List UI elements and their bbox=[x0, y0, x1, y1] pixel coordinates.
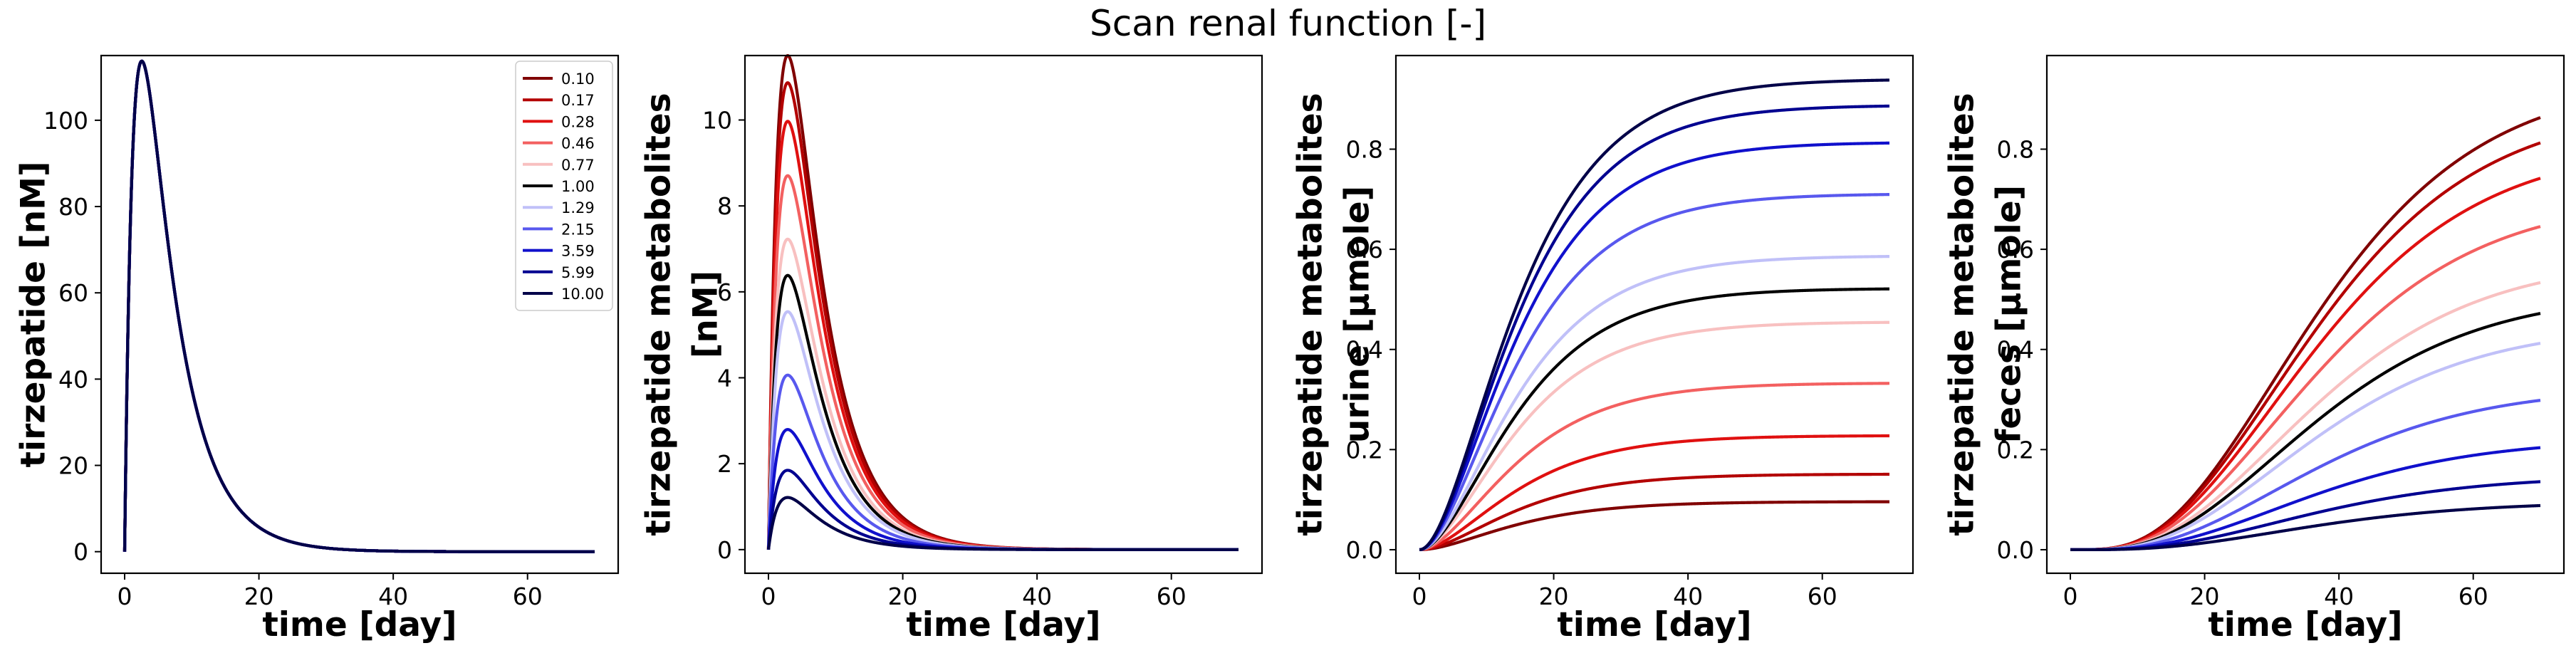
x-tick-label: 60 bbox=[1808, 583, 1837, 610]
y-axis-label: tirzepatide metabolites bbox=[1943, 93, 1982, 536]
series-line-10.00 bbox=[2069, 503, 2542, 552]
y-tick-label: 0.8 bbox=[1997, 135, 2034, 163]
legend-entry-label: 10.00 bbox=[561, 286, 604, 303]
y-tick-label: 0 bbox=[73, 538, 88, 566]
panel-3: 0 20 40 60 0.0 0.2 0.4 0.6 0.8 time [day] tirzepat… bbox=[1291, 54, 1914, 644]
x-tick-label: 40 bbox=[1673, 583, 1703, 610]
y-tick-label: 0.0 bbox=[1997, 536, 2034, 564]
y-tick-label: 0 bbox=[717, 536, 732, 564]
series-line-10.00 bbox=[1418, 78, 1891, 552]
series-line-2.15 bbox=[1418, 193, 1891, 552]
panel-1: 0 20 40 60 0 20 40 60 80 100 time [day] tirzepatide… bbox=[14, 54, 620, 644]
axes-frame bbox=[1394, 54, 1914, 575]
x-tick-label: 20 bbox=[1539, 583, 1569, 610]
legend: 0.10 0.17 0.28 0.46 0.77 1.00 1.29 2.15 3.59 5.99… bbox=[515, 61, 613, 311]
series-line-0.46 bbox=[1418, 382, 1891, 552]
series-line-1.00 bbox=[1418, 287, 1891, 552]
x-tick-label: 20 bbox=[244, 583, 274, 610]
x-tick-label: 60 bbox=[2458, 583, 2488, 610]
series-line-3.59 bbox=[1418, 141, 1891, 552]
y-tick-label: 2 bbox=[717, 450, 732, 478]
y-tick-label: 0.6 bbox=[1997, 236, 2034, 263]
x-axis-label: time [day] bbox=[262, 605, 457, 644]
y-axis-label: urine [µmole] bbox=[1338, 186, 1377, 443]
y-tick-label: 8 bbox=[717, 192, 732, 220]
x-axis-label: time [day] bbox=[2208, 605, 2402, 644]
legend-entry-label: 0.77 bbox=[561, 157, 595, 174]
series-line-0.77 bbox=[1418, 320, 1891, 552]
legend-entry-label: 1.29 bbox=[561, 199, 595, 216]
legend-entry-label: 0.28 bbox=[561, 113, 595, 130]
series-line-0.17 bbox=[2069, 141, 2542, 552]
x-tick-label: 0 bbox=[1412, 583, 1427, 610]
legend-entry-label: 0.10 bbox=[561, 70, 595, 88]
x-tick-label: 40 bbox=[378, 583, 408, 610]
series-line-0.10 bbox=[766, 53, 1240, 551]
y-axis-label: [nM] bbox=[687, 271, 726, 358]
series-line-0.28 bbox=[1418, 434, 1891, 552]
series-line-10.00 bbox=[122, 59, 596, 553]
y-tick-label: 100 bbox=[43, 107, 88, 135]
y-tick-label: 0.2 bbox=[1346, 436, 1383, 464]
series-line-0.46 bbox=[2069, 225, 2542, 552]
series-line-0.17 bbox=[766, 81, 1240, 551]
panel-2: 0 20 40 60 0 2 4 6 8 10 time [day] tirzepatide meta… bbox=[640, 53, 1263, 644]
series-line-2.15 bbox=[2069, 399, 2542, 552]
y-axis-label: tirzepatide metabolites bbox=[1291, 93, 1330, 536]
x-axis-label: time [day] bbox=[1557, 605, 1751, 644]
series-line-1.29 bbox=[766, 310, 1240, 551]
x-axis-label: time [day] bbox=[906, 605, 1100, 644]
y-axis-label: tirzepatide metabolites bbox=[640, 93, 679, 536]
x-tick-label: 20 bbox=[2190, 583, 2220, 610]
axes-frame bbox=[744, 54, 1263, 575]
x-tick-label: 0 bbox=[761, 583, 776, 610]
series-line-10.00 bbox=[766, 496, 1240, 551]
y-tick-label: 0.0 bbox=[1346, 536, 1383, 564]
y-axis-label: tirzepatide [nM] bbox=[14, 162, 53, 468]
legend-entry-label: 1.00 bbox=[561, 178, 595, 195]
legend-entry-label: 0.46 bbox=[561, 135, 595, 152]
y-tick-label: 40 bbox=[58, 365, 88, 393]
legend-entry-label: 0.17 bbox=[561, 92, 595, 109]
y-tick-label: 0.6 bbox=[1346, 236, 1383, 263]
series-line-3.59 bbox=[2069, 446, 2542, 552]
series-line-0.28 bbox=[2069, 177, 2542, 552]
y-tick-label: 0.2 bbox=[1997, 436, 2034, 464]
x-tick-label: 0 bbox=[118, 583, 132, 610]
series-line-5.99 bbox=[766, 469, 1240, 551]
legend-entry-label: 3.59 bbox=[561, 243, 595, 260]
y-tick-label: 0.4 bbox=[1997, 336, 2034, 364]
y-tick-label: 6 bbox=[717, 278, 732, 306]
legend-entry-label: 5.99 bbox=[561, 264, 595, 281]
y-axis-label: feces [µmole] bbox=[1990, 185, 2029, 444]
series-line-0.46 bbox=[766, 174, 1240, 551]
y-tick-label: 10 bbox=[702, 106, 732, 134]
x-tick-label: 0 bbox=[2063, 583, 2078, 610]
legend-entry-label: 2.15 bbox=[561, 221, 595, 238]
y-tick-label: 80 bbox=[58, 193, 88, 221]
series-line-5.99 bbox=[1418, 104, 1891, 552]
x-tick-label: 60 bbox=[513, 583, 543, 610]
x-tick-label: 60 bbox=[1157, 583, 1187, 610]
series-line-0.17 bbox=[1418, 472, 1891, 552]
figure-title: Scan renal function [-] bbox=[1090, 3, 1486, 44]
series-line-1.29 bbox=[2069, 342, 2542, 552]
series-line-0.10 bbox=[1418, 500, 1891, 552]
panel-4: 0 20 40 60 0.0 0.2 0.4 0.6 0.8 time [day] tirzepat… bbox=[1943, 54, 2565, 644]
axes-frame bbox=[2045, 54, 2565, 575]
x-tick-label: 40 bbox=[2324, 583, 2354, 610]
x-tick-label: 20 bbox=[888, 583, 918, 610]
y-tick-label: 60 bbox=[58, 279, 88, 307]
legend-box bbox=[515, 61, 613, 311]
x-tick-label: 40 bbox=[1022, 583, 1052, 610]
y-tick-label: 20 bbox=[58, 452, 88, 480]
y-tick-label: 0.4 bbox=[1346, 336, 1383, 364]
y-tick-label: 4 bbox=[717, 364, 732, 392]
y-tick-label: 0.8 bbox=[1346, 135, 1383, 163]
axes-frame bbox=[100, 54, 620, 575]
series-line-1.29 bbox=[1418, 255, 1891, 552]
